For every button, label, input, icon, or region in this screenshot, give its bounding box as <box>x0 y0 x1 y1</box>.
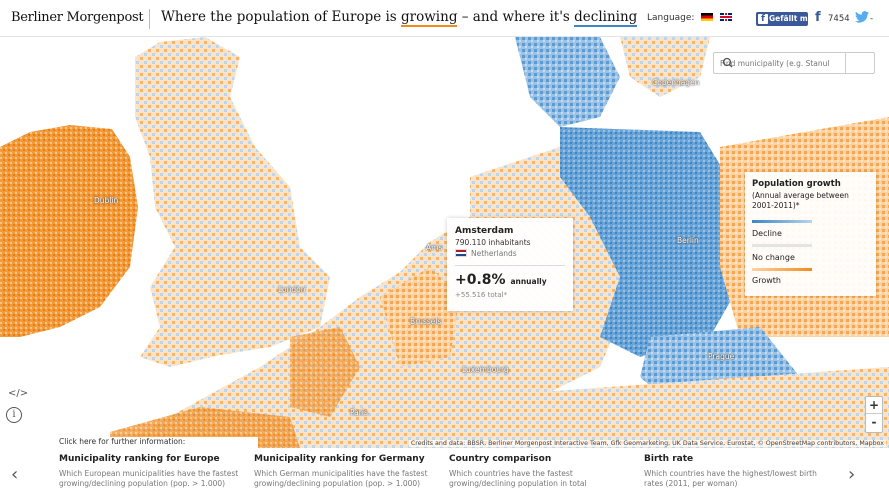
card-title: Municipality ranking for Germany <box>254 454 425 464</box>
legend-growth-bar <box>752 268 812 271</box>
card-title: Birth rate <box>644 454 694 464</box>
facebook-like-button[interactable]: f Gefällt mir <box>756 12 814 26</box>
popup-rate: +0.8% annually <box>455 272 565 288</box>
header-divider <box>149 9 150 29</box>
map[interactable]: Dublin London Copenhagen Berlin Ams Brus… <box>0 37 889 448</box>
legend-no-change-bar <box>752 244 812 247</box>
header: Berliner Morgenpost Where the population… <box>0 0 889 37</box>
legend-no-change-label: No change <box>752 253 795 262</box>
card-description: Which countries have the fastest growing… <box>449 469 587 488</box>
netherlands-flag-icon <box>455 249 467 257</box>
search-separator <box>845 53 846 73</box>
city-label-amsterdam: Ams <box>426 243 443 252</box>
city-label-london: London <box>278 285 306 294</box>
legend-subtitle: (Annual average between 2001-2011)* <box>752 191 849 210</box>
search-button[interactable] <box>714 53 742 73</box>
popup-rate-value: +0.8% <box>455 272 506 288</box>
city-label-dublin: Dublin <box>94 196 119 205</box>
map-credits: Credits and data: BBSR, Berliner Morgenp… <box>408 440 886 447</box>
carousel-next-button[interactable]: › <box>848 464 856 485</box>
popup-country-name: Netherlands <box>471 249 517 258</box>
popup-rate-unit: annually <box>510 277 547 286</box>
popup-total: +55.516 total* <box>455 291 508 299</box>
city-label-brussels: Brussels <box>410 317 442 326</box>
popup-divider <box>455 265 565 266</box>
uk-flag-icon[interactable] <box>720 13 733 21</box>
legend: Population growth (Annual average betwee… <box>745 172 876 296</box>
embed-icon[interactable]: </> <box>8 388 29 399</box>
southern-region[interactable] <box>470 367 889 448</box>
search-icon <box>722 57 732 67</box>
page-title: Where the population of Europe is growin… <box>161 9 638 27</box>
twitter-count: - <box>870 14 874 24</box>
legend-decline-label: Decline <box>752 229 782 238</box>
further-info-label: Click here for further information: <box>58 437 258 448</box>
card-description: Which German municipalities have the fas… <box>254 469 428 488</box>
municipality-popup: Amsterdam 790.110 inhabitants Netherland… <box>447 218 573 311</box>
popup-population: 790.110 inhabitants <box>455 238 531 247</box>
popup-country: Netherlands <box>455 249 565 258</box>
carousel-prev-button[interactable]: ‹ <box>11 464 19 485</box>
search-input[interactable] <box>714 53 845 73</box>
eastern-germany-region[interactable] <box>560 127 750 357</box>
sweden-region[interactable] <box>620 37 710 97</box>
card-municipality-ranking-germany[interactable]: Municipality ranking for Germany Which G… <box>254 454 442 489</box>
logo-text: Berliner Morgenpost <box>11 10 144 25</box>
search-box <box>713 52 875 74</box>
city-label-prague: Prague <box>708 352 735 361</box>
zoom-control: + - <box>865 396 883 433</box>
popup-name: Amsterdam <box>455 226 514 236</box>
language-switcher: Language: <box>647 13 733 23</box>
city-label-copenhagen: Copenhagen <box>652 78 700 87</box>
card-birth-rate[interactable]: Birth rate Which countries have the high… <box>644 454 832 489</box>
headline-mid: – and where it's <box>457 9 575 25</box>
twitter-icon[interactable] <box>855 11 869 23</box>
city-label-paris: Paris <box>350 408 368 417</box>
paris-area-region[interactable] <box>290 327 360 417</box>
legend-title: Population growth <box>752 179 841 189</box>
card-title: Municipality ranking for Europe <box>59 454 220 464</box>
info-icon[interactable]: i <box>6 407 22 423</box>
legend-decline-bar <box>752 220 812 223</box>
headline-growing: growing <box>401 9 458 27</box>
card-description: Which European municipalities have the f… <box>59 469 239 488</box>
info-carousel: ‹ Municipality ranking for Europe Which … <box>0 448 889 500</box>
card-description: Which countries have the highest/lowest … <box>644 469 817 488</box>
card-title: Country comparison <box>449 454 552 464</box>
card-municipality-ranking-europe[interactable]: Municipality ranking for Europe Which Eu… <box>59 454 247 489</box>
language-label: Language: <box>647 13 695 23</box>
france-benelux-region[interactable] <box>110 217 470 448</box>
city-label-luxembourg: Luxembourg <box>462 365 509 374</box>
legend-growth-label: Growth <box>752 276 781 285</box>
city-label-berlin: Berlin <box>677 236 699 245</box>
facebook-share-count: 7454 <box>828 14 850 24</box>
zoom-in-button[interactable]: + <box>866 397 882 414</box>
german-flag-icon[interactable] <box>701 13 714 21</box>
facebook-like-label: Gefällt mir <box>769 14 814 23</box>
headline-pre: Where the population of Europe is <box>161 9 402 25</box>
ireland-region[interactable] <box>0 125 138 337</box>
headline-declining: declining <box>574 9 638 27</box>
card-country-comparison[interactable]: Country comparison Which countries have … <box>449 454 637 489</box>
great-britain-region[interactable] <box>135 37 330 367</box>
facebook-share-icon[interactable]: f <box>815 10 821 25</box>
logo[interactable]: Berliner Morgenpost <box>11 10 144 25</box>
zoom-out-button[interactable]: - <box>871 415 877 429</box>
belgium-region[interactable] <box>380 267 460 367</box>
denmark-region[interactable] <box>515 37 620 127</box>
facebook-icon: f <box>758 14 768 24</box>
